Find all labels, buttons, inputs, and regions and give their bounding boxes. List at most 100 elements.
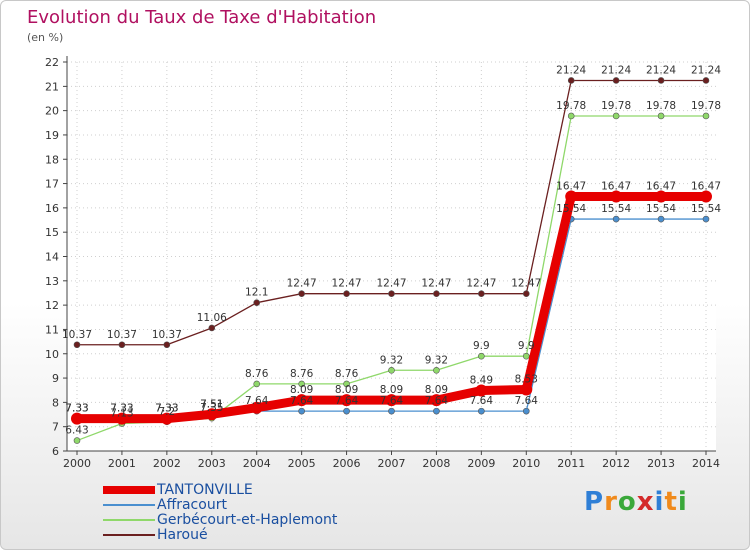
legend-label: TANTONVILLE bbox=[157, 482, 253, 498]
legend-item-affracourt[interactable]: Affracourt bbox=[103, 497, 423, 515]
y-tick-label: 6 bbox=[52, 445, 59, 458]
data-label-tantonville: 16.47 bbox=[691, 180, 721, 192]
data-label-tantonville: 7.33 bbox=[110, 403, 133, 415]
data-point-harou- bbox=[657, 77, 665, 84]
data-label-harou-: 10.37 bbox=[107, 329, 137, 341]
data-label-gerb-court-et-haplemont: 9.9 bbox=[518, 340, 535, 352]
data-label-harou-: 10.37 bbox=[62, 329, 92, 341]
legend-label: Affracourt bbox=[157, 497, 227, 513]
data-point-harou- bbox=[478, 290, 485, 297]
logo-letter: x bbox=[636, 487, 655, 517]
data-label-affracourt: 7.64 bbox=[425, 395, 449, 407]
data-label-tantonville: 16.47 bbox=[556, 180, 586, 192]
data-point-tantonville bbox=[610, 190, 623, 203]
y-tick-label: 13 bbox=[45, 275, 59, 288]
y-axis-unit: (en %) bbox=[27, 31, 64, 44]
data-point-tantonville bbox=[655, 190, 668, 203]
data-label-harou-: 21.24 bbox=[556, 64, 586, 76]
data-label-harou-: 12.1 bbox=[245, 287, 268, 299]
data-point-affracourt bbox=[433, 407, 440, 415]
y-tick-label: 11 bbox=[45, 323, 59, 336]
data-label-affracourt: 7.64 bbox=[335, 395, 359, 407]
data-point-tantonville bbox=[250, 401, 263, 414]
x-tick-label: 2000 bbox=[63, 457, 91, 470]
data-label-affracourt: 7.64 bbox=[515, 395, 539, 407]
legend-item-haroue[interactable]: Haroué bbox=[103, 527, 423, 545]
y-tick-label: 16 bbox=[45, 202, 59, 215]
data-point-affracourt bbox=[478, 407, 485, 415]
data-point-tantonville bbox=[475, 384, 488, 397]
y-tick-label: 9 bbox=[52, 372, 59, 385]
data-label-gerb-court-et-haplemont: 19.78 bbox=[601, 100, 631, 112]
data-label-affracourt: 7.64 bbox=[245, 395, 269, 407]
data-point-harou- bbox=[522, 290, 530, 297]
y-tick-label: 19 bbox=[45, 129, 59, 142]
data-label-tantonville: 7.33 bbox=[65, 403, 88, 415]
data-point-harou- bbox=[73, 341, 81, 349]
data-point-tantonville bbox=[565, 190, 578, 203]
data-label-tantonville: 7.33 bbox=[155, 403, 178, 415]
data-point-harou- bbox=[388, 290, 395, 297]
data-point-tantonville bbox=[520, 383, 533, 396]
legend-swatch-haroue bbox=[103, 534, 155, 536]
data-label-affracourt: 15.54 bbox=[646, 203, 676, 215]
x-tick-label: 2003 bbox=[198, 457, 226, 470]
data-point-harou- bbox=[612, 77, 620, 84]
x-tick-label: 2004 bbox=[243, 457, 271, 470]
data-point-gerb-court-et-haplemont bbox=[702, 112, 710, 120]
data-label-tantonville: 16.47 bbox=[601, 180, 631, 192]
data-point-affracourt bbox=[702, 215, 710, 223]
y-tick-label: 12 bbox=[45, 299, 59, 312]
legend-label: Haroué bbox=[157, 527, 208, 543]
x-tick-label: 2014 bbox=[692, 457, 720, 470]
data-point-gerb-court-et-haplemont bbox=[298, 380, 305, 388]
data-point-affracourt bbox=[343, 407, 350, 415]
data-point-gerb-court-et-haplemont bbox=[657, 112, 665, 120]
data-label-gerb-court-et-haplemont: 8.76 bbox=[335, 368, 359, 380]
x-tick-label: 2002 bbox=[153, 457, 181, 470]
x-tick-label: 2001 bbox=[108, 457, 136, 470]
data-point-tantonville bbox=[205, 408, 218, 421]
data-point-gerb-court-et-haplemont bbox=[73, 437, 81, 444]
data-label-affracourt: 15.54 bbox=[556, 203, 586, 215]
data-point-tantonville bbox=[160, 412, 173, 425]
data-point-affracourt bbox=[612, 215, 620, 223]
data-label-affracourt: 7.64 bbox=[290, 395, 314, 407]
data-label-affracourt: 7.33 bbox=[155, 403, 178, 415]
data-label-tantonville: 8.09 bbox=[380, 384, 403, 396]
legend: TANTONVILLE Affracourt Gerbécourt-et-Hap… bbox=[103, 482, 423, 545]
data-point-tantonville bbox=[115, 412, 128, 425]
proxiti-logo: Proxiti bbox=[584, 487, 688, 517]
data-label-affracourt: 7.33 bbox=[65, 403, 88, 415]
data-label-harou-: 12.47 bbox=[332, 278, 362, 290]
chart-title: Evolution du Taux de Taxe d'Habitation bbox=[27, 7, 377, 28]
data-label-harou-: 21.24 bbox=[601, 64, 631, 76]
data-label-gerb-court-et-haplemont: 8.76 bbox=[245, 368, 269, 380]
data-point-harou- bbox=[298, 290, 305, 297]
data-label-affracourt: 7.64 bbox=[380, 395, 404, 407]
data-label-harou-: 21.24 bbox=[646, 64, 676, 76]
data-label-gerb-court-et-haplemont: 7.13 bbox=[110, 408, 133, 420]
legend-item-tantonville[interactable]: TANTONVILLE bbox=[103, 482, 423, 500]
logo-letter: i bbox=[654, 487, 665, 517]
data-label-tantonville: 8.09 bbox=[335, 384, 358, 396]
x-tick-label: 2013 bbox=[647, 457, 675, 470]
data-label-gerb-court-et-haplemont: 9.32 bbox=[425, 354, 448, 366]
data-label-gerb-court-et-haplemont: 6.43 bbox=[65, 425, 88, 437]
y-tick-label: 14 bbox=[45, 251, 59, 264]
data-point-tantonville bbox=[385, 394, 398, 407]
legend-item-gerbecourt[interactable]: Gerbécourt-et-Haplemont bbox=[103, 512, 423, 530]
data-label-harou-: 12.47 bbox=[376, 278, 406, 290]
data-label-gerb-court-et-haplemont: 19.78 bbox=[646, 100, 676, 112]
logo-letter: o bbox=[617, 487, 637, 517]
y-tick-label: 7 bbox=[52, 421, 59, 434]
data-label-gerb-court-et-haplemont: 9.9 bbox=[473, 340, 490, 352]
y-tick-label: 21 bbox=[45, 80, 59, 93]
data-label-harou-: 21.24 bbox=[691, 64, 721, 76]
data-label-gerb-court-et-haplemont: 7.2 bbox=[159, 406, 176, 418]
data-label-tantonville: 8.09 bbox=[290, 384, 313, 396]
x-tick-label: 2008 bbox=[422, 457, 450, 470]
data-point-affracourt bbox=[522, 407, 530, 415]
